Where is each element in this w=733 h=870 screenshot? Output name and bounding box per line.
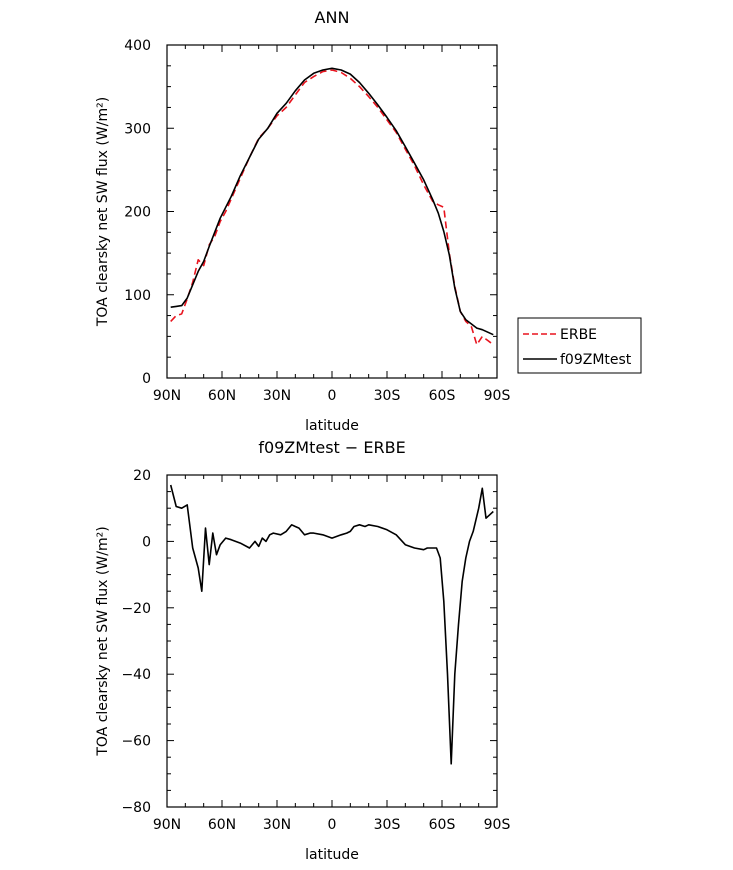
- series-line-erbe: [170, 69, 494, 346]
- y-axis-label: TOA clearsky net SW flux (W/m²): [95, 97, 111, 327]
- x-tick-label: 60N: [208, 817, 236, 833]
- x-tick-label: 60N: [208, 388, 236, 404]
- series-line-difference: [169, 484, 494, 765]
- x-tick-label: 90N: [153, 388, 181, 404]
- series-line-f09zmtest: [170, 67, 494, 336]
- y-tick-label: 20: [133, 468, 151, 484]
- x-tick-label: 0: [328, 817, 337, 833]
- plot-frame: [166, 44, 498, 379]
- chart-title: f09ZMtest − ERBE: [258, 438, 405, 457]
- y-tick-label: 300: [124, 121, 151, 137]
- chart-title: ANN: [315, 8, 350, 27]
- legend-box: [517, 317, 642, 374]
- x-tick-label: 30S: [374, 388, 401, 404]
- y-tick-label: 0: [142, 534, 151, 550]
- y-tick-label: 100: [124, 288, 151, 304]
- y-tick-label: −60: [121, 734, 151, 750]
- y-tick-label: 200: [124, 205, 151, 221]
- y-tick-label: −40: [121, 667, 151, 683]
- legend: ERBE f09ZMtest: [517, 317, 642, 374]
- x-axis-label: latitude: [305, 847, 359, 863]
- x-tick-label: 60S: [429, 817, 456, 833]
- x-tick-label: 90N: [153, 817, 181, 833]
- y-tick-label: −80: [121, 800, 151, 816]
- legend-label-erbe: ERBE: [560, 327, 597, 343]
- x-tick-label: 90S: [484, 388, 511, 404]
- y-tick-label: −20: [121, 601, 151, 617]
- x-tick-label: 90S: [484, 817, 511, 833]
- x-tick-label: 30N: [263, 817, 291, 833]
- y-axis-label: TOA clearsky net SW flux (W/m²): [95, 526, 111, 756]
- legend-label-f09zmtest: f09ZMtest: [560, 352, 632, 368]
- x-tick-label: 30S: [374, 817, 401, 833]
- x-tick-label: 0: [328, 388, 337, 404]
- panel-difference: f09ZMtest − ERBE 90N 60N 30N 0 30S 60S 90S −80 −6…: [95, 438, 510, 863]
- x-tick-label: 30N: [263, 388, 291, 404]
- panel-clearsky-sw-flux: ANN 90N 60N 30N 0 30S 60S 90S 0 100 200 300 400 latit…: [95, 8, 510, 434]
- y-tick-label: 0: [142, 371, 151, 387]
- y-tick-label: 400: [124, 38, 151, 54]
- x-axis-label: latitude: [305, 418, 359, 434]
- plot-frame: [166, 474, 498, 808]
- x-tick-label: 60S: [429, 388, 456, 404]
